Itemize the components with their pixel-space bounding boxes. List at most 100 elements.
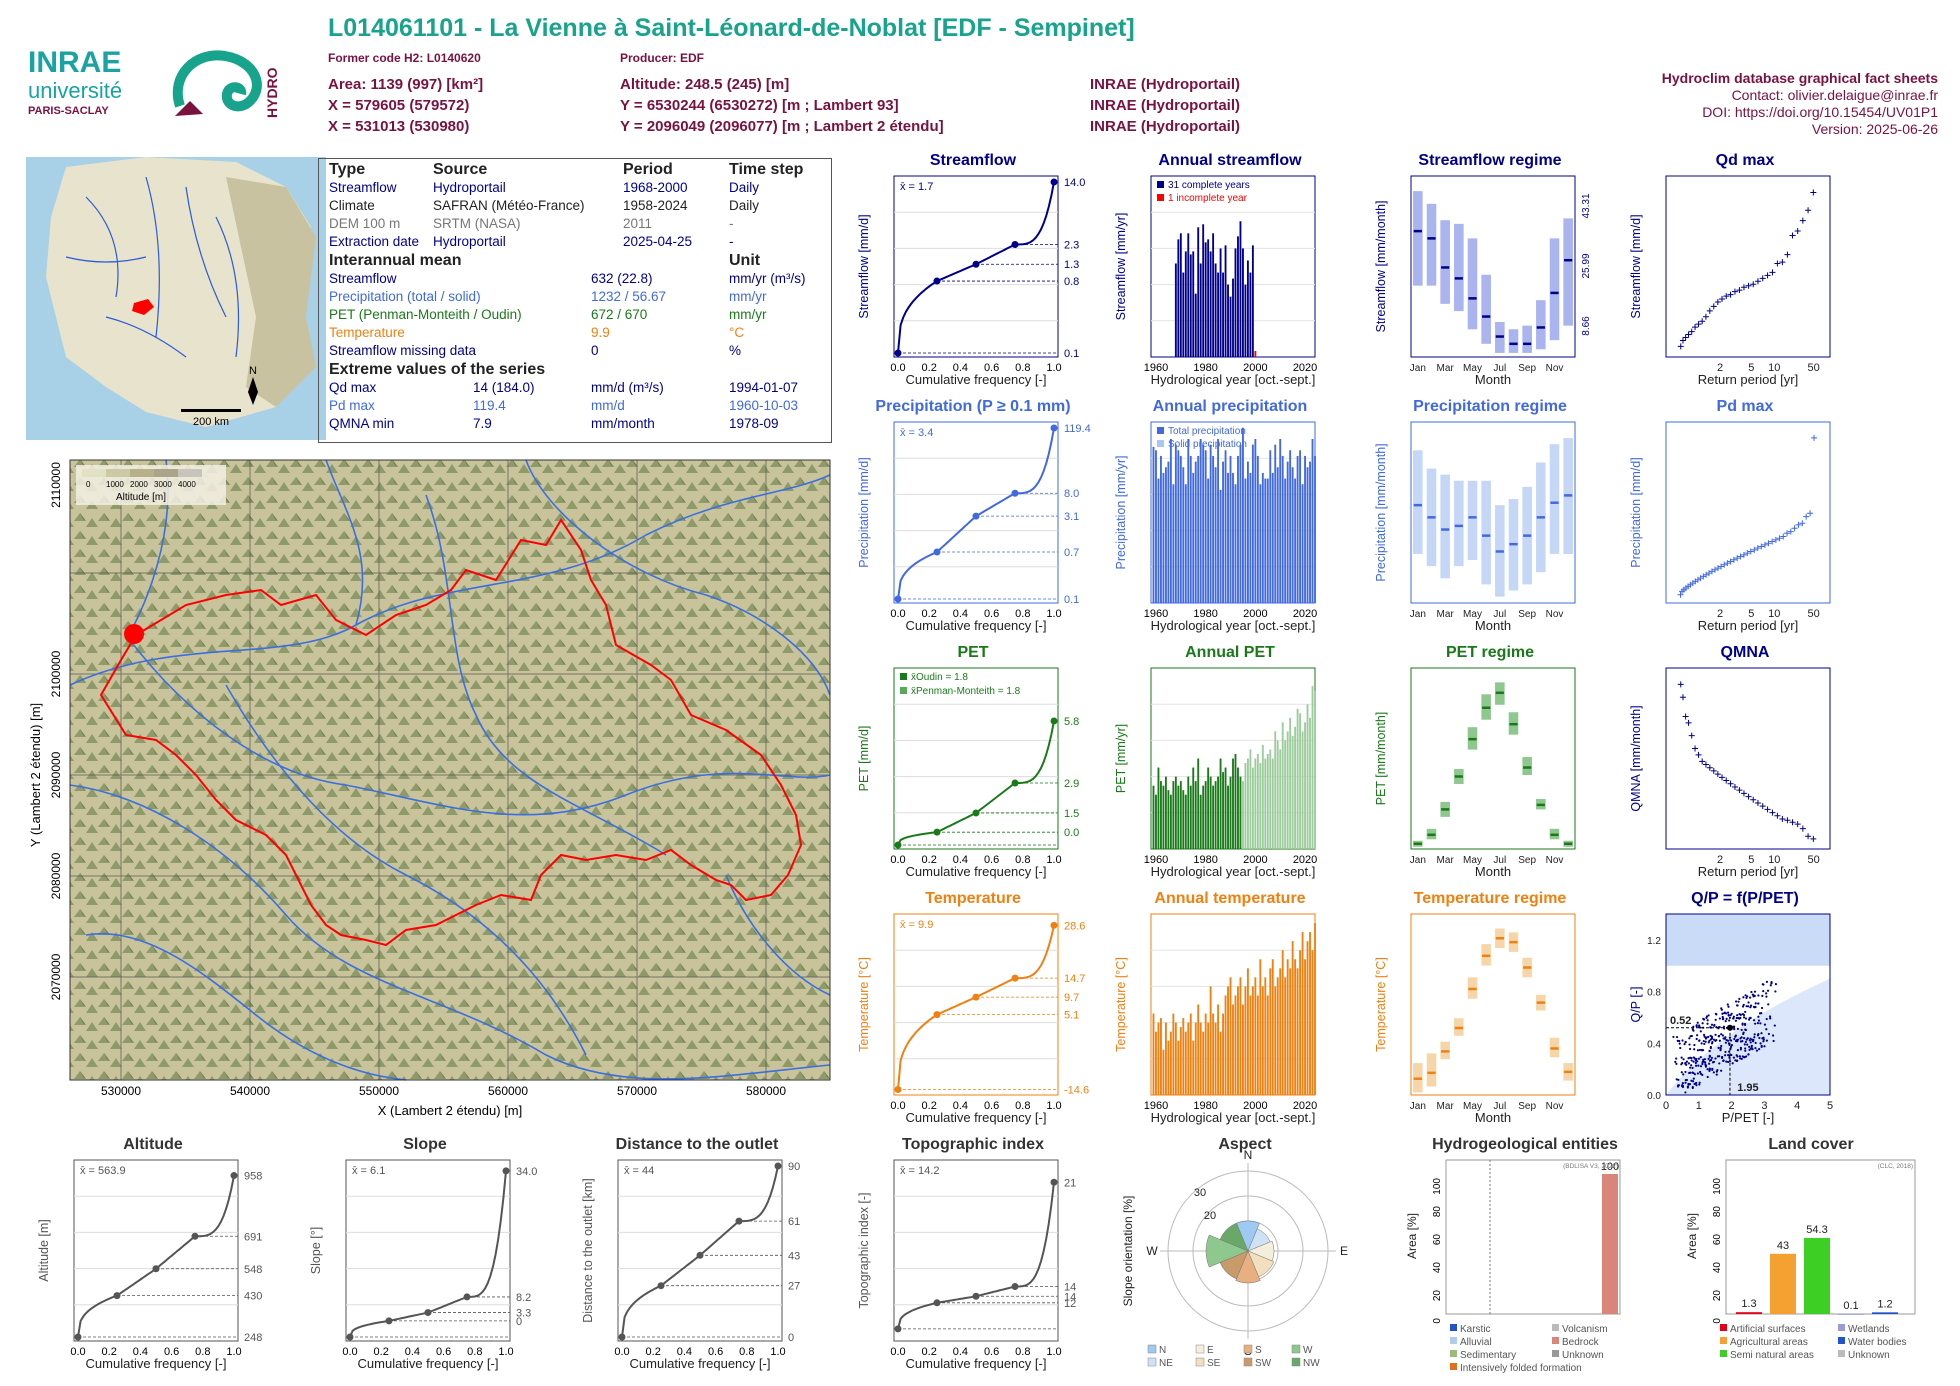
bar [1219, 758, 1222, 849]
chart-panel-annual-streamflow: Annual streamflow 1960 1980 2000 2020 31 comp… [1105, 152, 1355, 392]
scatter-point [1753, 1036, 1756, 1039]
scatter-point [1744, 1049, 1747, 1052]
x-tick-label: 0.4 [133, 1346, 148, 1358]
scatter-point [1682, 1073, 1685, 1076]
mean-unit: mm/yr (m³/s) [729, 271, 806, 286]
scatter-point [1688, 1047, 1692, 1051]
x-tick-label: 1.0 [1046, 1346, 1061, 1358]
month-label: Jul [1493, 609, 1506, 620]
legend-label: E [1207, 1345, 1214, 1356]
chart-svg: Jan Mar May Jul Sep Nov Month PET [mm/month] [1374, 667, 1576, 879]
scatter-point [1721, 1034, 1725, 1037]
y-axis-label: Temperature [°C] [857, 957, 871, 1052]
doi-link[interactable]: DOI: https://doi.org/10.15454/UV01P1 [1702, 104, 1938, 120]
scatter-point [1757, 1002, 1760, 1005]
bar [1256, 753, 1259, 849]
bar [1314, 690, 1316, 849]
x-tick-label: 0.4 [953, 1100, 968, 1112]
scatter-point [1734, 1000, 1738, 1003]
x-axis-label: Cumulative frequency [-] [906, 1356, 1047, 1371]
bar [1251, 986, 1254, 1095]
scatter-point [1770, 982, 1773, 985]
plot-frame [893, 667, 1059, 850]
bar [1204, 781, 1207, 849]
bar [1264, 478, 1267, 603]
scatter-point [1724, 1020, 1727, 1023]
bar [1239, 776, 1242, 849]
return-period-point [1702, 313, 1709, 320]
return-period-point [1706, 307, 1713, 314]
month-label: Jul [1493, 855, 1506, 866]
chart-title: Distance to the outlet [615, 1136, 779, 1153]
mean-value: 632 (22.8) [591, 271, 653, 286]
altitude: Altitude: 248.5 (245) [m] [620, 76, 790, 93]
bar [1155, 1031, 1157, 1095]
timestep-cell: Daily [729, 180, 760, 195]
aspect-sector [1247, 1228, 1271, 1252]
bar [1177, 239, 1180, 357]
bar [1237, 986, 1239, 1095]
x-tick-label: 10 [1768, 854, 1780, 866]
scatter-point [1732, 1017, 1735, 1020]
x-tick-label: 1.0 [1046, 854, 1061, 866]
return-period-point [1714, 298, 1721, 305]
bar [1237, 236, 1239, 357]
x-tick-label: 2 [1717, 362, 1723, 374]
scatter-point [1763, 1023, 1767, 1026]
bar [1804, 1237, 1830, 1314]
legend-swatch [1243, 1344, 1253, 1354]
bar [1204, 1013, 1207, 1095]
aspect-sector [1247, 1250, 1275, 1278]
scatter-point [1743, 1036, 1746, 1040]
direction-label: N [1244, 1148, 1253, 1162]
x-tick-label: 0.2 [922, 608, 937, 620]
map-x-ticks: 530000 540000 550000 560000 570000 58000… [101, 1084, 786, 1098]
scatter-point [1725, 1060, 1728, 1063]
chart-svg: Jan Mar May Jul Sep Nov Month Temperature [°C] [1374, 913, 1576, 1125]
return-period-point [1727, 780, 1734, 787]
altitude-legend: 0 1000 2000 3000 4000 Altitude [m] [76, 465, 226, 505]
scatter-point [1752, 1019, 1756, 1022]
bar [1160, 781, 1162, 849]
scatter-point [1695, 1084, 1698, 1087]
plot-frame [1410, 175, 1576, 358]
return-period-point [1799, 825, 1806, 832]
scatter-point [1702, 1058, 1705, 1061]
bar [1187, 233, 1190, 357]
scatter-point [1754, 1041, 1757, 1044]
return-period-point [1764, 806, 1771, 813]
scatter-point [1709, 1026, 1712, 1029]
month-label: May [1463, 1101, 1482, 1112]
return-period-point [1736, 287, 1743, 294]
bar [1294, 478, 1297, 603]
altitude-tick: 4000 [178, 480, 196, 489]
scatter-point [1710, 1023, 1714, 1026]
scatter-point [1714, 1018, 1717, 1021]
bar [1152, 1013, 1155, 1095]
scatter-point [1765, 980, 1769, 983]
right-tick-label: 90 [788, 1161, 800, 1173]
scatter-point [1703, 1042, 1706, 1046]
regime-box [1413, 191, 1423, 286]
return-period-point [1721, 561, 1728, 568]
chart-panel-aspect: AspectNESW2030Slope orientation [%]NESWN… [1120, 1136, 1370, 1376]
bar [1174, 776, 1177, 849]
right-tick-label: 430 [244, 1291, 262, 1303]
plot-frame [1665, 175, 1831, 358]
month-label: Sep [1518, 1101, 1536, 1112]
return-period-point [1737, 553, 1744, 560]
plot-frame [617, 1159, 783, 1342]
month-label: Sep [1518, 363, 1536, 374]
bar [1264, 758, 1267, 849]
scatter-point [1714, 1057, 1717, 1060]
scatter-point [1744, 1047, 1747, 1050]
bar [1296, 968, 1299, 1095]
x-tick-label: 0.4 [953, 362, 968, 374]
legend-label: S [1255, 1345, 1262, 1356]
x-axis-label: Hydrological year [oct.-sept.] [1151, 864, 1316, 879]
x-tick-label: 2020 [1293, 1100, 1317, 1112]
y-axis-label: Streamflow [mm/d] [1629, 214, 1643, 318]
mean-label: Precipitation (total / solid) [329, 289, 481, 304]
scatter-point [1698, 1048, 1701, 1052]
